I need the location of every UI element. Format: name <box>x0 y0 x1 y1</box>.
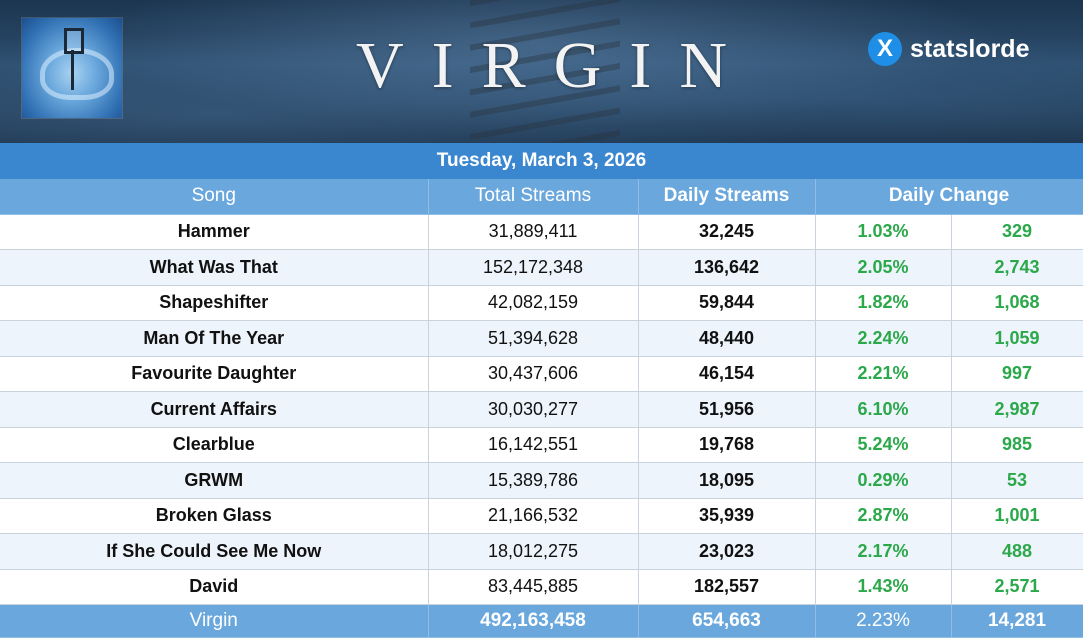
total-streams: 21,166,532 <box>428 498 639 534</box>
table-row: Favourite Daughter 30,437,606 46,154 2.21% 9… <box>0 356 1083 392</box>
table-row: Clearblue 16,142,551 19,768 5.24% 985 <box>0 427 1083 463</box>
daily-streams: 51,956 <box>638 391 816 428</box>
total-streams: 83,445,885 <box>428 569 639 605</box>
total-streams: 42,082,159 <box>428 285 639 321</box>
daily-change-percent: 1.43% <box>815 569 952 605</box>
daily-change-value: 329 <box>951 214 1083 250</box>
daily-change-percent: 2.87% <box>815 498 952 534</box>
song-name: Man Of The Year <box>0 320 429 357</box>
album-art-icon <box>22 18 122 118</box>
song-name: Clearblue <box>0 427 429 463</box>
table-row: Hammer 31,889,411 32,245 1.03% 329 <box>0 214 1083 250</box>
column-total-streams: Total Streams <box>428 179 639 215</box>
daily-change-value: 53 <box>951 462 1083 499</box>
daily-change-total: 14,281 <box>951 604 1083 638</box>
total-streams: 30,030,277 <box>428 391 639 428</box>
song-name: Current Affairs <box>0 391 429 428</box>
daily-change-value: 1,059 <box>951 320 1083 357</box>
daily-change-percent: 1.82% <box>815 285 952 321</box>
daily-streams: 59,844 <box>638 285 816 321</box>
table-row: Broken Glass 21,166,532 35,939 2.87% 1,001 <box>0 498 1083 534</box>
daily-change-value: 2,987 <box>951 391 1083 428</box>
column-daily-streams: Daily Streams <box>638 179 816 215</box>
daily-change-value: 985 <box>951 427 1083 463</box>
song-name: Hammer <box>0 214 429 250</box>
daily-change-percent-total: 2.23% <box>815 604 952 638</box>
date-header: Tuesday, March 3, 2026 <box>0 143 1083 179</box>
song-name: GRWM <box>0 462 429 499</box>
total-row: Virgin 492,163,458 654,663 2.23% 14,281 <box>0 604 1083 638</box>
column-header-row: Song Total Streams Daily Streams Daily C… <box>0 179 1083 215</box>
total-streams: 51,394,628 <box>428 320 639 357</box>
song-name: Favourite Daughter <box>0 356 429 392</box>
pelvis-shape <box>40 48 114 100</box>
daily-change-value: 1,068 <box>951 285 1083 321</box>
daily-streams: 182,557 <box>638 569 816 605</box>
brand-x-icon: X <box>868 32 902 66</box>
daily-streams-sum: 654,663 <box>638 604 816 638</box>
daily-streams: 48,440 <box>638 320 816 357</box>
daily-change-percent: 2.05% <box>815 249 952 286</box>
table-body: Hammer 31,889,411 32,245 1.03% 329 What Was T… <box>0 214 1083 605</box>
daily-change-value: 2,571 <box>951 569 1083 605</box>
table-row: Man Of The Year 51,394,628 48,440 2.24% 1,05… <box>0 320 1083 357</box>
daily-change-percent: 2.21% <box>815 356 952 392</box>
table-row: GRWM 15,389,786 18,095 0.29% 53 <box>0 462 1083 499</box>
daily-change-percent: 2.17% <box>815 533 952 570</box>
daily-streams: 18,095 <box>638 462 816 499</box>
column-daily-change: Daily Change <box>815 179 1083 215</box>
album-title: VIRGIN <box>356 29 755 102</box>
daily-streams: 136,642 <box>638 249 816 286</box>
device-stem <box>71 50 74 90</box>
song-name: If She Could See Me Now <box>0 533 429 570</box>
total-streams: 18,012,275 <box>428 533 639 570</box>
daily-streams: 35,939 <box>638 498 816 534</box>
daily-streams: 19,768 <box>638 427 816 463</box>
total-label: Virgin <box>0 604 429 638</box>
table-row: Current Affairs 30,030,277 51,956 6.10% 2,98… <box>0 391 1083 428</box>
album-banner: VIRGIN X statslorde <box>0 0 1083 143</box>
daily-change-percent: 0.29% <box>815 462 952 499</box>
daily-change-percent: 2.24% <box>815 320 952 357</box>
song-name: Broken Glass <box>0 498 429 534</box>
daily-streams: 46,154 <box>638 356 816 392</box>
brand-name: statslorde <box>910 34 1030 63</box>
daily-change-percent: 1.03% <box>815 214 952 250</box>
daily-change-value: 488 <box>951 533 1083 570</box>
total-streams: 16,142,551 <box>428 427 639 463</box>
streams-table: Song Total Streams Daily Streams Daily C… <box>0 179 1083 638</box>
song-name: Shapeshifter <box>0 285 429 321</box>
daily-change-value: 1,001 <box>951 498 1083 534</box>
device-shape <box>64 28 84 54</box>
table-row: David 83,445,885 182,557 1.43% 2,571 <box>0 569 1083 605</box>
brand-logo: X statslorde <box>868 31 1029 67</box>
total-streams: 152,172,348 <box>428 249 639 286</box>
song-name: David <box>0 569 429 605</box>
total-streams: 15,389,786 <box>428 462 639 499</box>
daily-change-percent: 6.10% <box>815 391 952 428</box>
column-song: Song <box>0 179 429 215</box>
daily-change-value: 2,743 <box>951 249 1083 286</box>
table-row: What Was That 152,172,348 136,642 2.05% 2,74… <box>0 249 1083 286</box>
table-row: Shapeshifter 42,082,159 59,844 1.82% 1,068 <box>0 285 1083 321</box>
daily-change-value: 997 <box>951 356 1083 392</box>
total-streams: 30,437,606 <box>428 356 639 392</box>
table-row: If She Could See Me Now 18,012,275 23,023 2… <box>0 533 1083 570</box>
daily-streams: 32,245 <box>638 214 816 250</box>
daily-change-percent: 5.24% <box>815 427 952 463</box>
song-name: What Was That <box>0 249 429 286</box>
total-streams-sum: 492,163,458 <box>428 604 639 638</box>
daily-streams: 23,023 <box>638 533 816 570</box>
chain-decoration <box>470 0 620 143</box>
total-streams: 31,889,411 <box>428 214 639 250</box>
